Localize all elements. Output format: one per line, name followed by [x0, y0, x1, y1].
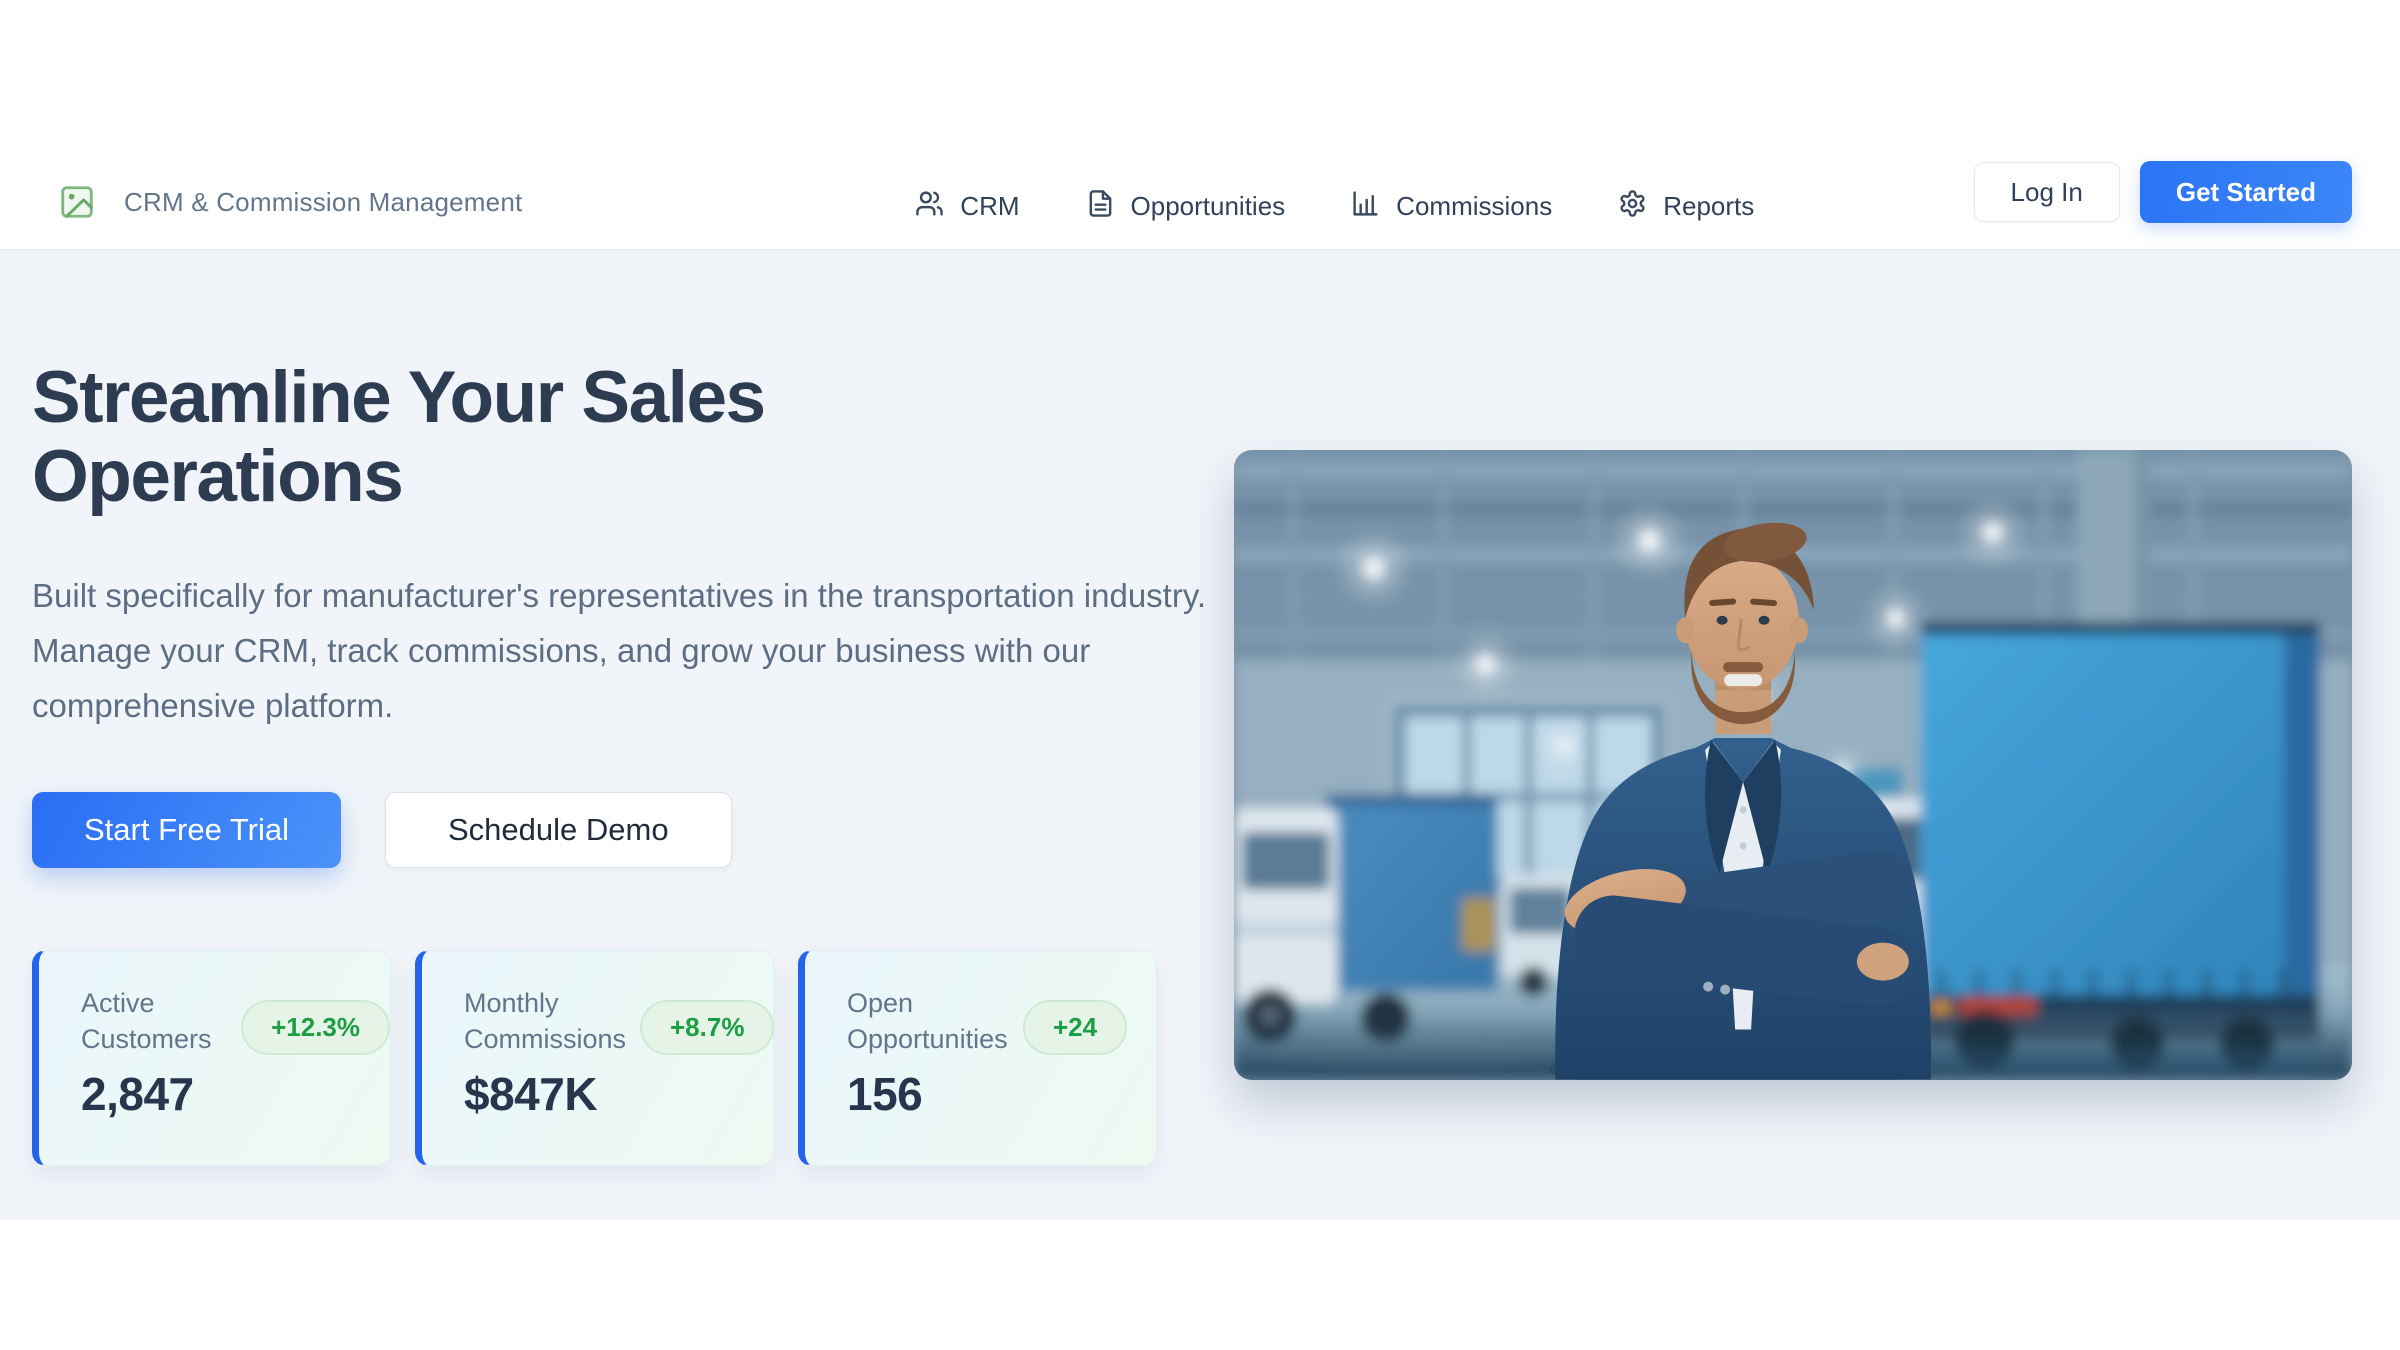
status-badge: +12.3%: [241, 1000, 390, 1055]
hero-description: Built specifically for manufacturer's re…: [32, 577, 1207, 724]
users-icon: [915, 189, 944, 223]
document-icon: [1086, 189, 1115, 223]
nav-item-crm[interactable]: CRM: [915, 189, 1020, 223]
schedule-demo-button[interactable]: Schedule Demo: [385, 792, 732, 868]
nav-item-opportunities[interactable]: Opportunities: [1086, 189, 1286, 223]
hero-photo: [1234, 450, 2352, 1080]
brand-title: CRM & Commission Management: [124, 186, 523, 217]
brand: CRM & Commission Management: [56, 181, 696, 223]
nav-label-opportunities: Opportunities: [1130, 190, 1286, 221]
gear-icon: [1618, 189, 1647, 223]
nav-item-reports[interactable]: Reports: [1618, 189, 1754, 223]
image-logo-icon: [56, 181, 98, 223]
stat-card-active-customers: Active Customers +12.3% 2,847: [32, 950, 391, 1166]
bar-chart-icon: [1351, 189, 1380, 223]
stats-row: Active Customers +12.3% 2,847 Monthly Co…: [32, 950, 1157, 1166]
page-title: Streamline Your Sales Operations: [32, 357, 766, 517]
nav-label-commissions: Commissions: [1396, 190, 1553, 221]
start-free-trial-button[interactable]: Start Free Trial: [32, 792, 341, 868]
header-actions: Log In Get Started: [1973, 161, 2352, 223]
stat-value: $847K: [464, 1068, 598, 1120]
hero-section: Streamline Your Sales Operations Built s…: [0, 250, 2400, 1220]
status-badge: +8.7%: [640, 1000, 775, 1055]
stat-card-monthly-commissions: Monthly Commissions +8.7% $847K: [415, 950, 775, 1166]
stat-label: Active Customers: [81, 988, 212, 1054]
nav-item-commissions[interactable]: Commissions: [1351, 189, 1552, 223]
stat-value: 156: [847, 1068, 923, 1120]
get-started-button[interactable]: Get Started: [2139, 161, 2352, 223]
nav-label-reports: Reports: [1663, 190, 1755, 221]
stat-label: Monthly Commissions: [464, 988, 627, 1054]
stat-label: Open Opportunities: [847, 988, 1008, 1054]
nav-label-crm: CRM: [960, 190, 1020, 221]
log-in-button[interactable]: Log In: [1973, 162, 2120, 222]
hero-cta-row: Start Free Trial Schedule Demo: [32, 792, 732, 868]
stat-card-open-opportunities: Open Opportunities +24 156: [798, 950, 1157, 1166]
main-nav: CRM Opportunities: [915, 189, 1754, 223]
site-header: CRM & Commission Management CRM: [0, 0, 2400, 250]
stat-value: 2,847: [81, 1068, 194, 1120]
status-badge: +24: [1023, 1000, 1128, 1055]
